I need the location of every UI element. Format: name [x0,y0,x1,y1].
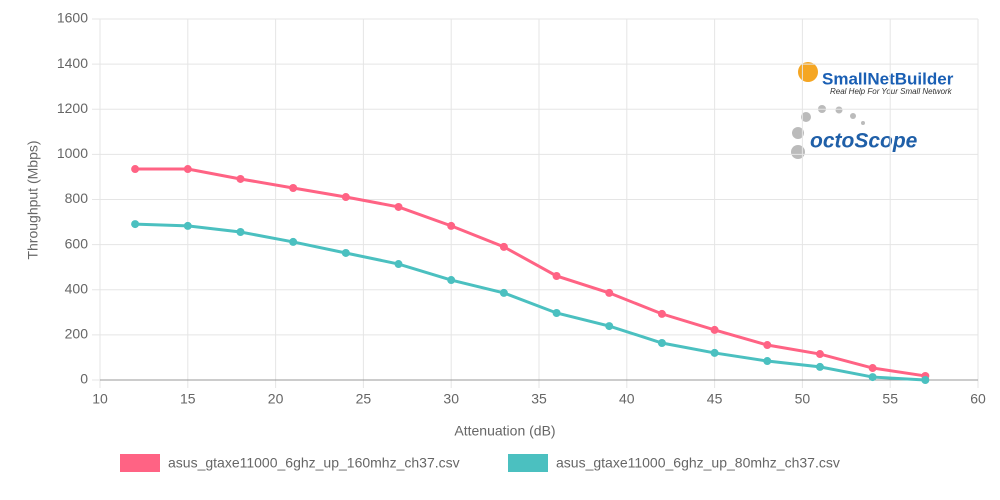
x-axis-label: Attenuation (dB) [454,423,555,439]
series-line [135,167,926,378]
y-tick-label: 200 [65,326,89,342]
point [289,237,298,246]
point [815,350,824,359]
x-tick-label: 45 [707,391,723,407]
point [763,357,772,366]
y-tick-label: 1200 [57,100,88,116]
x-tick-label: 15 [180,391,196,407]
point [131,220,140,229]
legend-swatch [120,454,160,472]
point [341,248,350,257]
point [447,221,456,230]
y-tick-label: 1000 [57,145,88,161]
x-tick-label: 25 [356,391,372,407]
legend-swatch [508,454,548,472]
point [657,338,666,347]
point [815,362,824,371]
point [394,202,403,211]
x-tick-label: 50 [795,391,811,407]
y-tick-label: 0 [80,371,88,387]
point [236,174,245,183]
point [183,221,192,230]
point [183,165,192,174]
point [236,227,245,236]
x-tick-label: 60 [970,391,986,407]
point [605,288,614,297]
point [499,242,508,251]
y-tick-label: 600 [65,235,89,251]
y-axis-label: Throughput (Mbps) [25,140,41,259]
point [289,183,298,192]
point [657,309,666,318]
point [868,373,877,382]
logo-text: SmallNetBuilder [822,69,954,88]
y-tick-label: 400 [65,280,89,296]
point [131,165,140,174]
series-line [135,222,926,382]
y-tick-label: 800 [65,190,89,206]
point [763,341,772,350]
point [710,348,719,357]
x-tick-label: 40 [619,391,635,407]
y-tick-label: 1400 [57,55,88,71]
logo-icon [798,62,818,82]
point [710,325,719,334]
x-tick-label: 20 [268,391,284,407]
point [552,308,561,317]
point [605,322,614,331]
logo-tagline: Real Help For Your Small Network [830,87,953,96]
point [394,260,403,269]
x-tick-label: 35 [531,391,547,407]
point [868,364,877,373]
point [447,276,456,285]
point [499,288,508,297]
point [921,376,930,384]
logo: SmallNetBuilder Real Help For Your Small… [791,62,954,159]
y-tick-label: 1600 [57,10,88,26]
legend-label: asus_gtaxe11000_6ghz_up_160mhz_ch37.csv [168,455,460,471]
logo-text: octoScope [810,130,918,153]
legend-label: asus_gtaxe11000_6ghz_up_80mhz_ch37.csv [556,455,840,471]
point [341,193,350,202]
x-tick-label: 55 [882,391,898,407]
x-tick-label: 10 [92,391,108,407]
x-tick-label: 30 [443,391,459,407]
point [552,271,561,280]
